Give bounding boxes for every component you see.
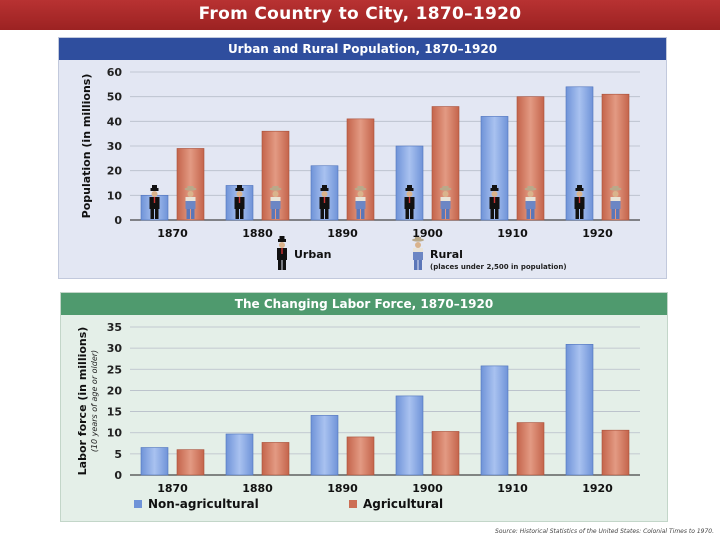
- urban-figure-icon: [404, 185, 415, 219]
- y-axis-label: Population (in millions): [80, 74, 93, 219]
- source-note: Source: Historical Statistics of the Uni…: [495, 528, 714, 535]
- y-tick-label: 30: [107, 342, 123, 355]
- x-tick-label: 1920: [582, 227, 613, 240]
- bar-non-agricultural-1910: [480, 365, 509, 476]
- bar-agricultural-1890: [346, 436, 375, 476]
- bar-rural-1870: [176, 148, 205, 221]
- y-tick-label: 10: [107, 189, 123, 202]
- rural-figure-icon: [269, 186, 282, 219]
- y-tick-label: 10: [107, 427, 123, 440]
- legend-swatch-agricultural: [349, 500, 357, 508]
- bar-agricultural-1870: [176, 449, 205, 476]
- x-tick-label: 1900: [412, 482, 443, 495]
- rural-figure-icon: [609, 186, 622, 219]
- page-title: From Country to City, 1870–1920: [198, 4, 522, 24]
- y-tick-label: 15: [107, 406, 122, 419]
- legend-label-agricultural: Agricultural: [363, 497, 443, 511]
- y-axis-sublabel: (10 years of age or older): [90, 350, 99, 452]
- x-tick-label: 1920: [582, 482, 613, 495]
- y-tick-label: 25: [107, 363, 122, 376]
- rural-legend-icon: [412, 237, 424, 270]
- bar-rural-1900: [431, 106, 460, 221]
- x-tick-label: 1900: [412, 227, 443, 240]
- population-chart-title: Urban and Rural Population, 1870–1920: [59, 38, 666, 60]
- y-tick-label: 20: [107, 165, 123, 178]
- chart-2: 0 5 10 15 20 25 30 35 Labor force (in millions)(…: [76, 321, 640, 511]
- labor-chart-title: The Changing Labor Force, 1870–1920: [61, 293, 667, 315]
- x-tick-label: 1890: [327, 482, 358, 495]
- y-tick-label: 30: [107, 140, 123, 153]
- urban-figure-icon: [149, 185, 160, 219]
- bar-non-agricultural-1900: [395, 395, 424, 476]
- bar-non-agricultural-1880: [225, 433, 254, 476]
- bar-agricultural-1910: [516, 422, 545, 476]
- rural-figure-icon: [524, 186, 537, 219]
- y-tick-label: 35: [107, 321, 122, 334]
- y-tick-label: 5: [114, 448, 122, 461]
- y-tick-label: 50: [107, 91, 123, 104]
- y-axis-label: Labor force (in millions): [76, 327, 89, 476]
- rural-figure-icon: [184, 186, 197, 219]
- rural-figure-icon: [439, 186, 452, 219]
- chart-1: 0 10 20 30 40 50 60 Population (in millions) 187…: [80, 66, 640, 271]
- urban-figure-icon: [234, 185, 245, 219]
- bar-non-agricultural-1920: [565, 344, 594, 476]
- y-tick-label: 0: [114, 214, 122, 227]
- y-tick-label: 40: [107, 115, 123, 128]
- y-tick-label: 20: [107, 384, 123, 397]
- bar-agricultural-1920: [601, 429, 630, 476]
- urban-figure-icon: [319, 185, 330, 219]
- urban-figure-icon: [574, 185, 585, 219]
- x-tick-label: 1910: [497, 227, 528, 240]
- bar-agricultural-1900: [431, 431, 460, 476]
- urban-figure-icon: [489, 185, 500, 219]
- legend-label-non-agricultural: Non-agricultural: [148, 497, 259, 511]
- legend-rural-label: Rural: [430, 248, 463, 261]
- x-tick-label: 1910: [497, 482, 528, 495]
- rural-figure-icon: [354, 186, 367, 219]
- legend-rural-note: (places under 2,500 in population): [430, 263, 567, 271]
- x-tick-label: 1880: [242, 227, 273, 240]
- y-tick-label: 0: [114, 469, 122, 482]
- legend-swatch-non-agricultural: [134, 500, 142, 508]
- y-tick-label: 60: [107, 66, 123, 79]
- x-tick-label: 1890: [327, 227, 358, 240]
- x-tick-label: 1870: [157, 482, 188, 495]
- bar-non-agricultural-1870: [140, 447, 169, 476]
- x-tick-label: 1870: [157, 227, 188, 240]
- bar-non-agricultural-1890: [310, 415, 339, 476]
- title-banner: From Country to City, 1870–1920: [0, 0, 720, 30]
- urban-legend-icon: [277, 236, 287, 270]
- x-tick-label: 1880: [242, 482, 273, 495]
- legend-urban-label: Urban: [294, 248, 332, 261]
- bar-agricultural-1880: [261, 442, 290, 476]
